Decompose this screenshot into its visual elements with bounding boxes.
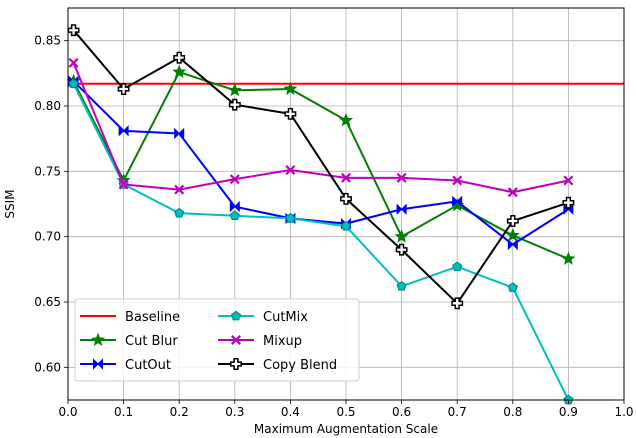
data-point-cut-blur — [227, 82, 242, 97]
data-point-mixup — [341, 172, 351, 183]
series-line-cutmix — [72, 83, 570, 401]
legend-marker — [230, 310, 242, 321]
data-point-cutmix — [396, 280, 407, 291]
legend-marker — [231, 335, 241, 345]
data-point-cutmix — [68, 78, 79, 89]
data-point-mixup — [507, 187, 518, 198]
legend-entry-cutout: CutOut — [80, 358, 171, 373]
legend-entry-baseline: Baseline — [80, 310, 180, 325]
data-point-mixup — [396, 172, 407, 183]
data-point-copy-blend — [506, 215, 519, 227]
data-point-mixup — [285, 165, 296, 176]
x-tick-label: 0.4 — [281, 405, 300, 419]
data-point-mixup — [452, 175, 463, 186]
legend-entry-mixup: Mixup — [218, 334, 302, 349]
x-tick-label: 0.8 — [503, 405, 522, 419]
legend-label: CutMix — [263, 310, 308, 325]
data-point-mixup — [229, 174, 240, 185]
legend-label: Copy Blend — [263, 358, 337, 373]
legend-box — [74, 298, 360, 382]
data-point-copy-blend — [451, 297, 464, 310]
legend-marker — [90, 332, 106, 346]
series-line-cutout — [72, 80, 569, 246]
legend-label: Cut Blur — [125, 334, 178, 349]
x-tick-label: 1.0 — [614, 405, 633, 419]
data-point-cutmix — [285, 213, 296, 223]
data-point-cutout — [507, 238, 518, 251]
series-line-mixup — [72, 62, 569, 194]
data-point-copy-blend — [284, 107, 297, 120]
legend-label: Baseline — [125, 310, 180, 325]
data-point-cutmix — [452, 261, 463, 272]
data-point-copy-blend — [562, 196, 575, 209]
data-point-mixup — [68, 57, 79, 68]
data-point-copy-blend — [173, 51, 186, 64]
data-point-copy-blend — [228, 98, 241, 111]
data-point-cut-blur — [394, 229, 409, 243]
x-tick-label: 0.0 — [58, 405, 77, 419]
legend-marker — [230, 358, 242, 370]
data-point-cutout — [118, 125, 129, 137]
data-point-copy-blend — [117, 83, 130, 95]
y-tick-label: 0.70 — [34, 230, 61, 244]
data-point-cutmix — [229, 210, 240, 221]
data-point-cutout — [396, 203, 407, 215]
x-tick-label: 0.6 — [392, 405, 411, 419]
data-point-cutout — [229, 200, 240, 213]
data-point-cut-blur — [338, 113, 354, 127]
y-tick-label: 0.65 — [34, 295, 61, 309]
x-tick-label: 0.7 — [448, 405, 467, 419]
legend-label: CutOut — [125, 358, 171, 373]
series-mixup — [68, 57, 574, 198]
legend-marker — [93, 358, 103, 370]
data-point-cutmix — [340, 220, 352, 231]
data-point-copy-blend — [395, 243, 408, 256]
data-point-cutmix — [507, 282, 518, 292]
data-point-cut-blur — [283, 81, 298, 95]
legend-label: Mixup — [263, 334, 302, 349]
data-point-cut-blur — [561, 251, 576, 265]
data-point-copy-blend — [340, 192, 352, 205]
data-point-cutout — [174, 127, 185, 140]
x-axis-label: Maximum Augmentation Scale — [254, 422, 438, 436]
y-tick-label: 0.60 — [34, 360, 61, 374]
series-cutmix — [68, 78, 574, 405]
data-point-cut-blur — [172, 64, 187, 78]
axes: 0.0 0.1 0.2 0.3 0.4 0.5 0.6 0.7 0.8 0.9 1.0 0.60 0.6… — [34, 34, 633, 419]
series-copy-blend — [67, 24, 575, 310]
y-tick-label: 0.75 — [34, 164, 61, 178]
data-point-mixup — [563, 175, 574, 186]
data-point-cutmix — [174, 207, 185, 218]
series-line-cut-blur — [72, 71, 569, 260]
x-tick-label: 0.2 — [170, 405, 189, 419]
x-tick-label: 0.3 — [225, 405, 244, 419]
legend-entry-copy-blend: Copy Blend — [218, 358, 337, 373]
series-line-copy-blend — [72, 29, 569, 305]
x-tick-label: 0.9 — [559, 405, 578, 419]
data-point-mixup — [174, 184, 185, 195]
y-tick-label: 0.85 — [34, 34, 61, 48]
legend-entry-cutmix: CutMix — [218, 310, 308, 325]
series-layer — [66, 24, 624, 405]
legend: Baseline Cut Blur CutOut CutMix Mixup Copy Bl… — [74, 298, 360, 382]
x-tick-label: 0.1 — [114, 405, 133, 419]
data-point-cut-blur — [505, 227, 520, 242]
x-tick-label: 0.5 — [336, 405, 355, 419]
y-axis-label: SSIM — [3, 189, 17, 218]
y-tick-label: 0.80 — [34, 99, 61, 113]
data-point-mixup — [118, 179, 129, 190]
legend-entry-cut-blur: Cut Blur — [80, 332, 178, 349]
data-point-cutout — [452, 195, 463, 208]
